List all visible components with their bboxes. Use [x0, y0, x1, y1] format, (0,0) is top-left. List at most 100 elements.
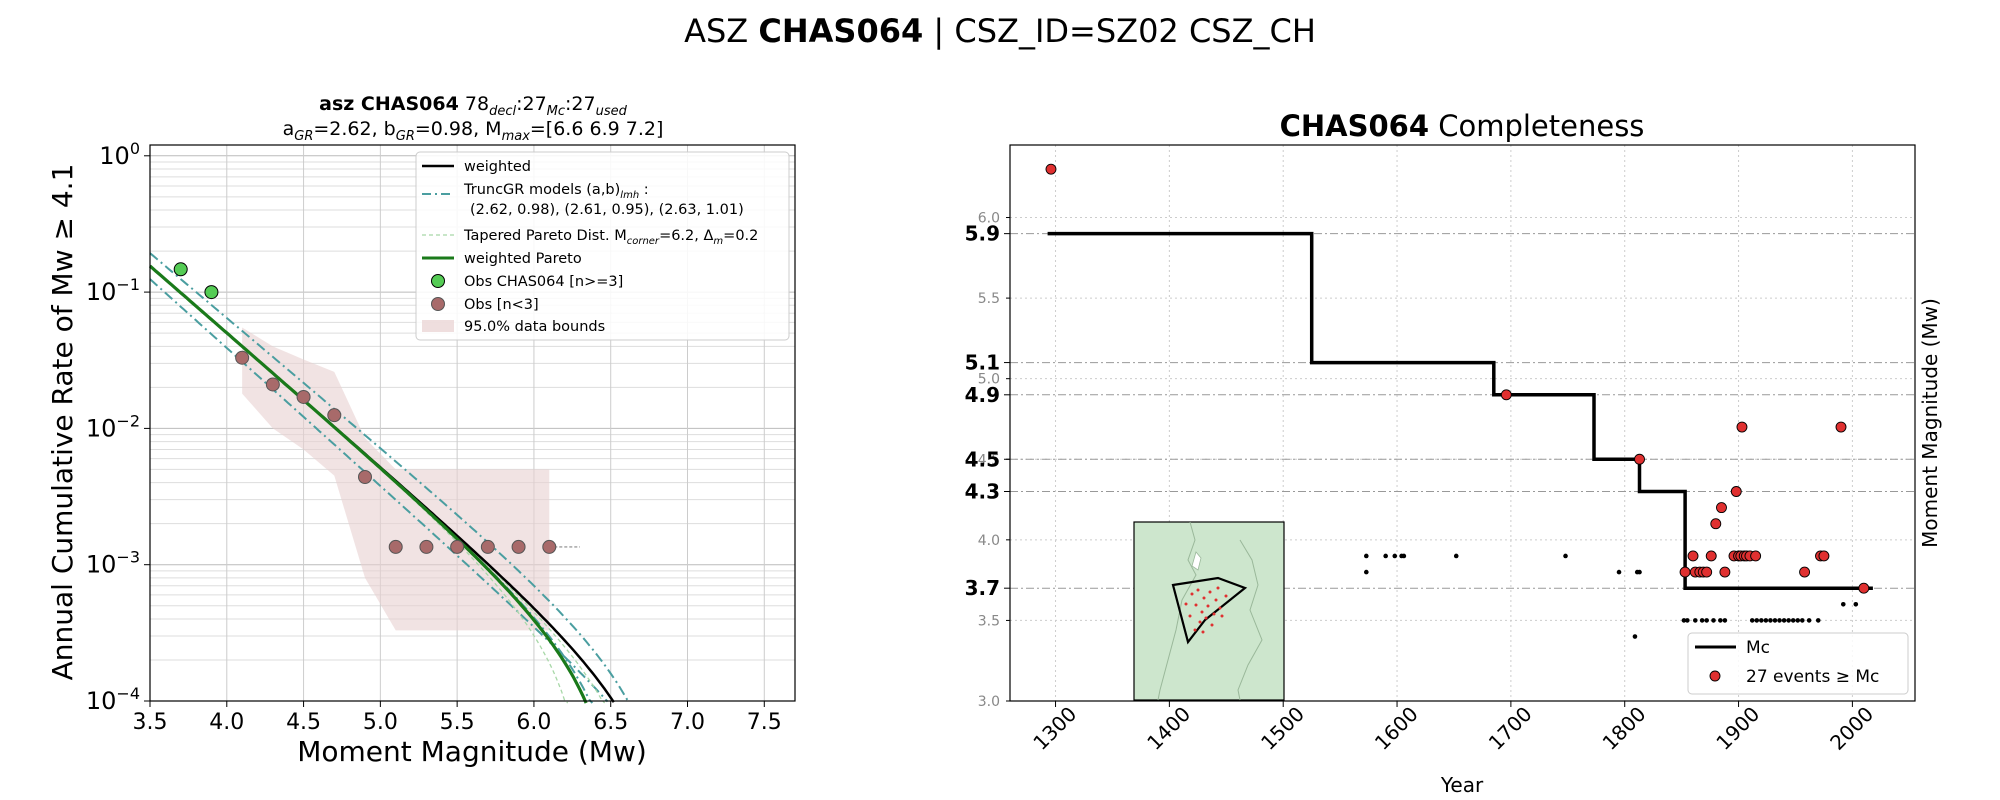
event-below-mc	[1763, 618, 1769, 623]
obs-low-point	[235, 350, 250, 365]
legend-bounds-label: 95.0% data bounds	[464, 319, 605, 335]
inset-map	[1133, 521, 1285, 701]
obs-low-point	[480, 539, 495, 554]
event-ge-mc	[1710, 518, 1722, 530]
legend-obs-main-marker	[431, 274, 445, 288]
event-below-mc	[1759, 618, 1764, 623]
obs-main-point	[204, 285, 219, 300]
event-below-mc	[1392, 553, 1398, 559]
left-title-line1: asz CHAS064 78decl:27Mc:27used	[319, 93, 627, 119]
legend-truncgr-values: (2.62, 0.98), (2.61, 0.95), (2.63, 1.01)	[470, 202, 744, 218]
event-ge-mc	[1736, 421, 1748, 433]
right-mc-step	[1047, 231, 1873, 590]
y-tick-label: 10−3	[86, 548, 140, 579]
truncgr-curve	[149, 278, 609, 703]
inset-event-dot	[1208, 590, 1212, 594]
legend-obs-low-label: Obs [n<3]	[464, 297, 539, 313]
inset-lake	[1191, 551, 1202, 571]
event-ge-mc	[1045, 163, 1057, 175]
inset-event-dot	[1210, 623, 1214, 627]
left-title-line2: aGR=2.62, bGR=0.98, Mmax=[6.6 6.9 7.2]	[283, 118, 664, 144]
inset-event-dot	[1200, 610, 1204, 614]
suptitle: ASZ CHAS064 | CSZ_ID=SZ02 CSZ_CH	[684, 12, 1316, 50]
x-tick-label: 6.0	[516, 710, 551, 735]
x-tick-label: 1500	[1256, 702, 1309, 755]
left-panel: asz CHAS064 78decl:27Mc:27used aGR=2.62,…	[46, 93, 796, 768]
y-minor-tick-label: 5.5	[978, 291, 1000, 307]
event-ge-mc	[1687, 550, 1699, 562]
event-below-mc	[1681, 618, 1687, 623]
obs-low-point	[388, 539, 403, 554]
event-below-mc	[1768, 618, 1773, 623]
event-ge-mc	[1858, 582, 1870, 594]
left-legend-box	[415, 151, 790, 341]
right-y-axis-label: Moment Magnitude (Mw)	[1918, 298, 1942, 548]
inset-event-dot	[1190, 592, 1194, 596]
right-panel: CHAS064 Completeness 1300 1400 1500 1600 170…	[965, 109, 1942, 797]
event-below-mc	[1754, 618, 1760, 623]
event-ge-mc	[1705, 550, 1717, 562]
event-below-mc	[1364, 553, 1369, 559]
y-minor-tick-label: 5.0	[978, 372, 1000, 388]
left-model-curves	[148, 252, 630, 704]
inset-map-frame	[1133, 521, 1285, 701]
left-x-axis-label: Moment Magnitude (Mw)	[297, 735, 647, 768]
inset-event-dot	[1202, 596, 1206, 600]
legend-events-label: 27 events ≥ Mc	[1746, 667, 1879, 687]
event-below-mc	[1699, 618, 1705, 623]
y-minor-tick-label: 3.5	[978, 613, 1000, 629]
inset-event-dots	[1184, 586, 1228, 634]
y-tick-label: 10−2	[86, 411, 140, 442]
suptitle-prefix: ASZ	[684, 12, 758, 50]
event-ge-mc	[1818, 550, 1830, 562]
inset-event-dot	[1206, 604, 1210, 608]
weighted-pareto-curve	[148, 264, 588, 704]
event-below-mc	[1781, 618, 1787, 623]
event-below-mc	[1806, 618, 1812, 623]
obs-low-point	[542, 539, 557, 554]
inset-zone-polygon	[1171, 576, 1248, 645]
left-axis-ticks: 3.5 4.0 4.5 5.0 5.5 6.0 6.5 7.0 7.5 10−4 10−3 10−2 1…	[86, 139, 782, 735]
suptitle-suffix: | CSZ_ID=SZ02 CSZ_CH	[923, 12, 1316, 50]
right-legend-box	[1687, 632, 1909, 695]
event-below-mc	[1704, 618, 1709, 623]
obs-low-point	[511, 539, 526, 554]
legend-events-marker	[1709, 670, 1721, 682]
right-plot-frame	[1009, 144, 1916, 702]
event-below-mc	[1853, 602, 1859, 607]
mc-step-line	[1047, 231, 1873, 590]
left-legend: weighted TruncGR models (a,b)lmh : (2.62…	[415, 151, 790, 341]
legend-obs-main-label: Obs CHAS064 [n>=3]	[464, 274, 623, 290]
event-below-mc	[1800, 618, 1805, 623]
suptitle-name: CHAS064	[758, 12, 923, 50]
obs-low-point	[419, 539, 434, 554]
x-tick-label: 7.5	[747, 710, 782, 735]
inset-event-dot	[1224, 594, 1228, 598]
y-mc-tick-label: 4.5	[965, 447, 1000, 471]
inset-event-dot	[1184, 602, 1188, 606]
event-ge-mc	[1701, 566, 1713, 578]
legend-wpareto-label: weighted Pareto	[464, 251, 582, 267]
x-tick-label: 7.0	[670, 710, 705, 735]
event-below-mc	[1815, 618, 1821, 623]
inset-event-dot	[1214, 598, 1218, 602]
legend-mc-label: Mc	[1746, 638, 1770, 658]
event-ge-mc	[1500, 389, 1512, 401]
x-tick-label: 4.0	[209, 710, 244, 735]
obs-low-point	[296, 389, 311, 404]
event-below-mc	[1563, 553, 1568, 559]
inset-event-dot	[1201, 630, 1205, 634]
legend-weighted-label: weighted	[464, 159, 531, 175]
event-below-mc	[1364, 569, 1369, 575]
x-tick-label: 1300	[1028, 702, 1081, 755]
y-tick-label: 100	[99, 139, 140, 170]
x-tick-label: 1900	[1711, 702, 1764, 755]
x-tick-label: 1600	[1370, 702, 1423, 755]
right-legend: Mc 27 events ≥ Mc	[1687, 632, 1909, 695]
obs-low-point	[450, 539, 465, 554]
y-mc-tick-label: 4.3	[965, 479, 1000, 503]
x-tick-label: 1700	[1484, 702, 1537, 755]
event-below-mc	[1616, 569, 1622, 575]
event-below-mc	[1786, 618, 1791, 623]
